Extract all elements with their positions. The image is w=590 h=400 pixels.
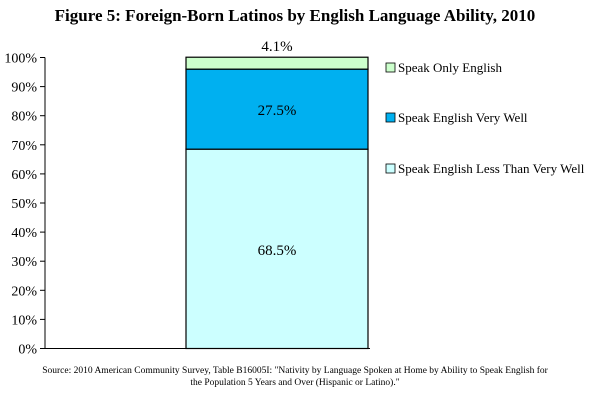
- y-tick-label: 40%: [11, 226, 37, 241]
- legend-swatch: [385, 62, 396, 73]
- legend-swatch: [385, 163, 396, 174]
- chart-title: Figure 5: Foreign-Born Latinos by Englis…: [54, 6, 536, 25]
- y-tick-label: 10%: [11, 313, 37, 328]
- legend-label: Speak Only English: [398, 60, 502, 75]
- source-note: Source: 2010 American Community Survey, …: [0, 365, 590, 389]
- data-label: 27.5%: [258, 103, 297, 119]
- y-tick-label: 50%: [11, 197, 37, 212]
- source-line-1: Source: 2010 American Community Survey, …: [42, 366, 548, 376]
- y-tick-label: 20%: [11, 284, 37, 299]
- legend-label: Speak English Less Than Very Well: [398, 161, 585, 176]
- data-label: 4.1%: [261, 39, 292, 55]
- y-tick-label: 80%: [11, 110, 37, 125]
- y-tick-label: 0%: [18, 343, 37, 358]
- source-line-2: the Population 5 Years and Over (Hispani…: [190, 378, 400, 388]
- y-tick-label: 60%: [11, 168, 37, 183]
- y-tick-label: 30%: [11, 255, 37, 270]
- legend-swatch: [385, 112, 396, 123]
- y-tick-label: 70%: [11, 139, 37, 154]
- y-tick-label: 90%: [11, 81, 37, 96]
- bar-segment: [185, 56, 369, 70]
- data-label: 68.5%: [258, 243, 297, 259]
- legend-label: Speak English Very Well: [398, 110, 528, 125]
- bar-segment: [185, 148, 369, 350]
- y-tick-label: 100%: [4, 52, 37, 67]
